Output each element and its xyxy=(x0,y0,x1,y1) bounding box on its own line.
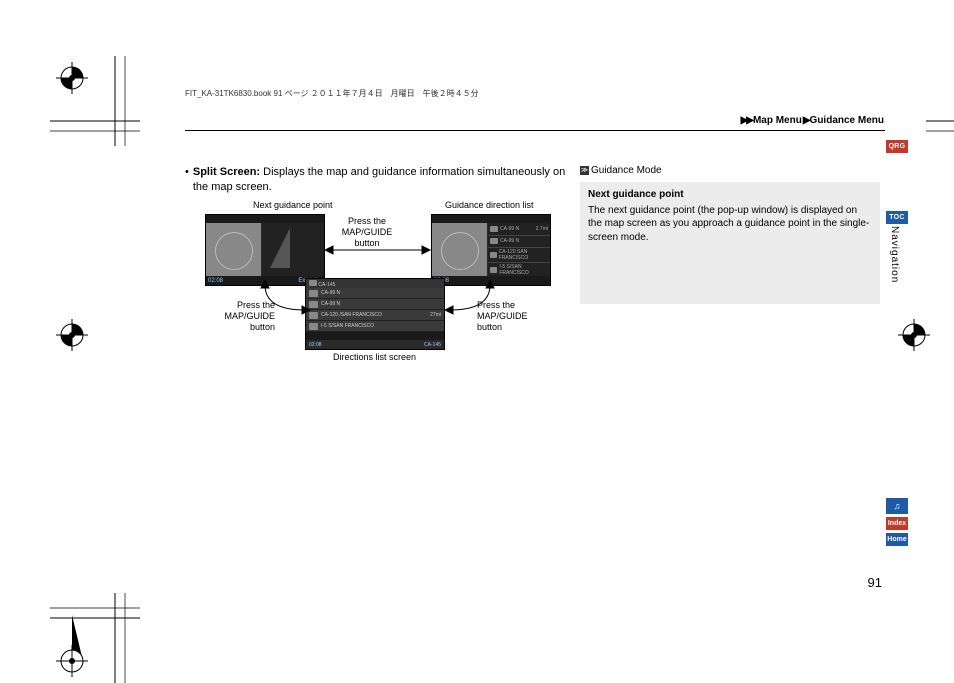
reg-mark-left xyxy=(50,305,110,365)
page-number: 91 xyxy=(868,575,882,590)
tab-toc[interactable]: TOC xyxy=(886,211,908,224)
connector-arrow-top xyxy=(325,240,435,260)
chevron-icon: ▶ xyxy=(803,115,809,126)
chevron-icon: ▶▶ xyxy=(741,115,752,126)
crop-mark-tr xyxy=(926,56,954,146)
breadcrumb-2: Guidance Menu xyxy=(810,115,884,126)
main-text: • Split Screen: Displays the map and gui… xyxy=(185,165,575,195)
bottom-tabs: ♫ Index Home xyxy=(886,498,908,549)
connector-arrow-left xyxy=(260,280,315,320)
directions-list-screen: CA-145 CA-99 N CA-99 N CA-120 /SAN FRANC… xyxy=(305,278,445,350)
info-icon: ≫ xyxy=(580,166,589,175)
crop-mark-tl xyxy=(50,56,140,146)
sidebar-heading: ≫Guidance Mode xyxy=(580,165,880,176)
tab-qrg[interactable]: QRG xyxy=(886,140,908,153)
header-rule xyxy=(185,130,885,131)
tab-home[interactable]: Home xyxy=(886,533,908,546)
tab-voice[interactable]: ♫ xyxy=(886,498,908,514)
bullet-label: Split Screen: xyxy=(193,166,260,178)
doc-stamp: FIT_KA-31TK6830.book 91 ページ ２０１１年７月４日 月曜… xyxy=(185,88,883,99)
shield-icon xyxy=(309,323,318,330)
sidebar-info: ≫Guidance Mode Next guidance point The n… xyxy=(580,165,880,304)
connector-arrow-right xyxy=(440,280,495,320)
mini-screen-left: 02:08 Exit Infor xyxy=(205,214,325,286)
tab-index[interactable]: Index xyxy=(886,517,908,530)
sidebar-text: The next guidance point (the pop-up wind… xyxy=(588,204,872,245)
crop-mark-bl xyxy=(50,593,140,683)
label-next-guidance: Next guidance point xyxy=(253,200,333,211)
dir-route: CA-145 xyxy=(424,342,441,348)
breadcrumb: ▶▶Map Menu▶Guidance Menu xyxy=(740,115,884,126)
label-guidance-direction: Guidance direction list xyxy=(445,200,534,211)
bullet-dot: • xyxy=(185,165,189,195)
label-directions-list: Directions list screen xyxy=(333,352,416,363)
section-label: Navigation xyxy=(889,226,900,283)
diagram: Next guidance point Guidance direction l… xyxy=(205,200,555,365)
sidebar-subtitle: Next guidance point xyxy=(588,188,872,202)
reg-mark-right xyxy=(894,305,934,365)
dir-time: 02:08 xyxy=(309,342,322,348)
breadcrumb-1: Map Menu xyxy=(753,115,802,126)
side-tabs: QRG TOC xyxy=(886,140,908,228)
screen-time: 02:08 xyxy=(208,278,223,284)
mini-screen-right: CA-99 N2.7mi CA-99 N CA-120 SAN FRANCISC… xyxy=(431,214,551,286)
